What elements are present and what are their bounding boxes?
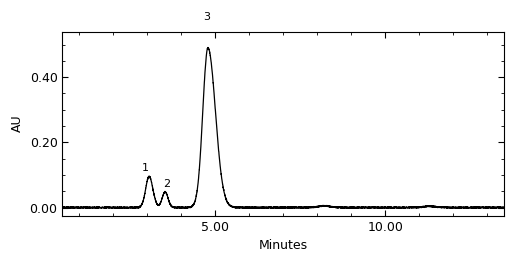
Text: 3: 3	[203, 12, 211, 22]
Text: 1: 1	[142, 163, 149, 173]
X-axis label: Minutes: Minutes	[259, 239, 308, 252]
Text: 2: 2	[164, 179, 171, 189]
Y-axis label: AU: AU	[11, 115, 24, 133]
